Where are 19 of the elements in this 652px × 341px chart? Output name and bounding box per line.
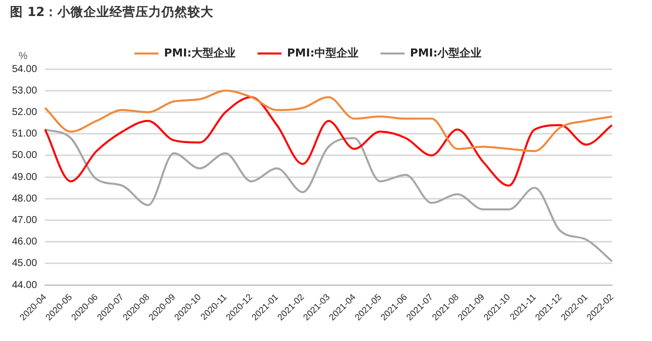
- y-tick-label: 52.00: [12, 106, 38, 118]
- legend-label: PMI:中型企业: [287, 46, 358, 60]
- chart-title: 图 12：小微企业经营压力仍然较大: [9, 3, 215, 21]
- y-tick-label: 51.00: [12, 128, 38, 140]
- line-series: [44, 90, 613, 152]
- y-tick-label: 53.00: [12, 85, 38, 96]
- y-tick-label: 44.00: [12, 280, 38, 291]
- y-axis-title: %: [18, 50, 28, 62]
- line-series: [44, 96, 613, 187]
- line-series: [44, 128, 613, 262]
- y-tick-label: 49.00: [12, 172, 38, 183]
- y-tick-label: 48.00: [12, 193, 38, 204]
- y-tick-label: 45.00: [12, 258, 38, 270]
- y-tick-label: 50.00: [12, 150, 38, 162]
- legend-label: PMI:大型企业: [164, 46, 236, 60]
- y-tick-label: 46.00: [12, 236, 38, 248]
- y-tick-label: 54.00: [12, 64, 38, 75]
- legend-label: PMI:小型企业: [410, 46, 482, 60]
- y-tick-label: 47.00: [12, 214, 38, 226]
